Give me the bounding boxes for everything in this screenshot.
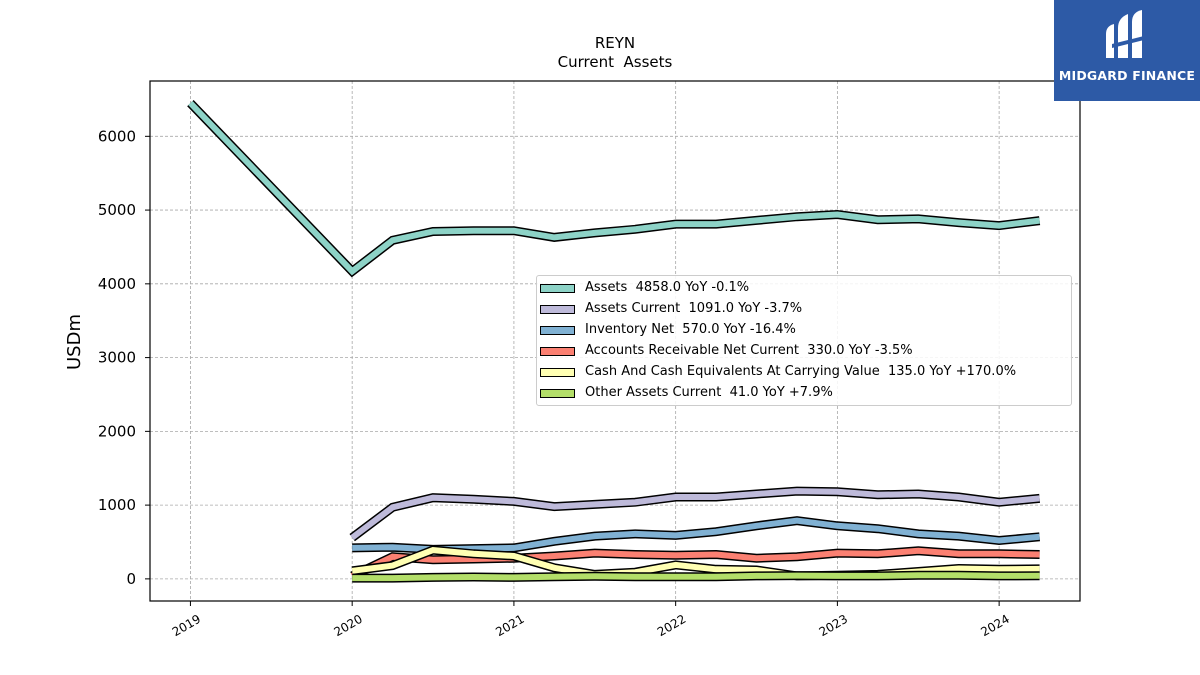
y-tick-label: 2000 bbox=[98, 422, 136, 440]
series-line-outline bbox=[187, 99, 1041, 278]
x-tick-label: 2020 bbox=[331, 612, 364, 639]
x-tick-label: 2019 bbox=[170, 612, 203, 639]
series-line bbox=[350, 547, 1040, 579]
legend-item: Other Assets Current 41.0 YoY +7.9% bbox=[537, 384, 1071, 405]
legend-label: Inventory Net 570.0 YoY -16.4% bbox=[585, 322, 796, 337]
legend-label: Cash And Cash Equivalents At Carrying Va… bbox=[585, 364, 1017, 379]
legend-label: Assets 4858.0 YoY -0.1% bbox=[585, 280, 750, 295]
x-tick-label: 2022 bbox=[655, 612, 688, 639]
x-tick-label: 2024 bbox=[978, 612, 1011, 639]
series-assets bbox=[187, 99, 1041, 278]
y-tick-label: 1000 bbox=[98, 496, 136, 514]
legend-item: Assets 4858.0 YoY -0.1% bbox=[537, 279, 1071, 300]
legend-swatch bbox=[540, 326, 575, 335]
x-tick-label: 2023 bbox=[817, 612, 850, 639]
legend-label: Assets Current 1091.0 YoY -3.7% bbox=[585, 301, 803, 316]
legend-item: Assets Current 1091.0 YoY -3.7% bbox=[537, 300, 1071, 321]
legend: Assets 4858.0 YoY -0.1% Assets Current 10… bbox=[536, 275, 1072, 406]
legend-swatch bbox=[540, 284, 575, 293]
legend-item: Accounts Receivable Net Current 330.0 Yo… bbox=[537, 342, 1071, 363]
chart-title: REYN bbox=[595, 34, 635, 52]
x-tick-label: 2021 bbox=[493, 612, 526, 639]
legend-item: Inventory Net 570.0 YoY -16.4% bbox=[537, 321, 1071, 342]
series-inventory-net bbox=[352, 516, 1041, 554]
y-tick-label: 6000 bbox=[98, 127, 136, 145]
chart-subtitle: Current Assets bbox=[558, 53, 673, 71]
y-tick-label: 0 bbox=[126, 570, 136, 588]
legend-swatch bbox=[540, 347, 575, 356]
logo-mark-icon bbox=[1106, 10, 1144, 58]
y-axis-label: USDm bbox=[64, 314, 85, 370]
legend-item: Cash And Cash Equivalents At Carrying Va… bbox=[537, 363, 1071, 384]
series-lines bbox=[187, 99, 1041, 583]
series-line bbox=[188, 101, 1040, 276]
plot-frame bbox=[149, 80, 1081, 602]
legend-swatch bbox=[540, 389, 575, 398]
brand-logo: MIDGARD FINANCE bbox=[1054, 0, 1200, 101]
brand-name: MIDGARD FINANCE bbox=[1058, 68, 1196, 83]
legend-swatch bbox=[540, 368, 575, 377]
series-other-assets-current bbox=[352, 570, 1040, 583]
series-line bbox=[352, 572, 1040, 582]
legend-label: Accounts Receivable Net Current 330.0 Yo… bbox=[585, 343, 913, 358]
y-tick-label: 4000 bbox=[98, 275, 136, 293]
y-tick-label: 5000 bbox=[98, 201, 136, 219]
series-accounts-receivable-net-current bbox=[350, 546, 1040, 580]
series-assets-current bbox=[349, 486, 1041, 542]
legend-label: Other Assets Current 41.0 YoY +7.9% bbox=[585, 385, 833, 400]
y-tick-label: 3000 bbox=[98, 349, 136, 367]
series-line bbox=[350, 488, 1040, 540]
legend-swatch bbox=[540, 305, 575, 314]
